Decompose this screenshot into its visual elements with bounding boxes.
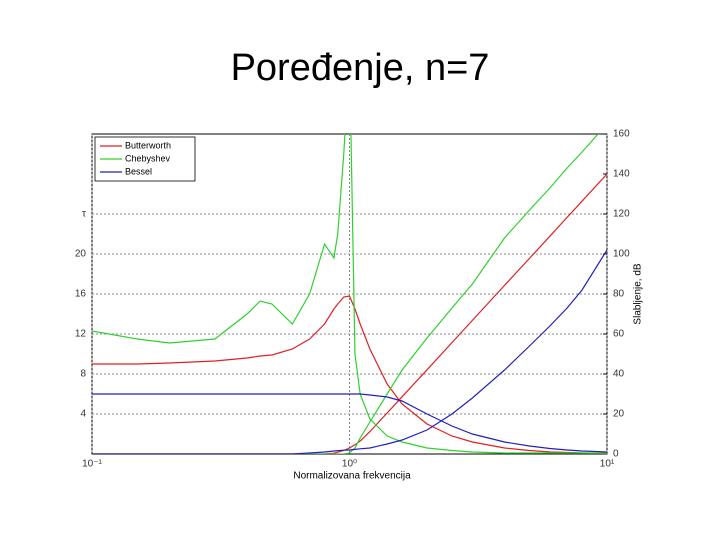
y-tick-label: 20 [75, 249, 87, 260]
y2-tick-label: 40 [613, 369, 625, 380]
y2-tick-label: 120 [613, 209, 630, 220]
legend-label: Chebyshev [125, 153, 171, 163]
legend-label: Bessel [125, 166, 152, 176]
delay-line [92, 393, 607, 453]
slide-title: Poređenje, n=7 [231, 47, 490, 89]
y-tick-label: 8 [80, 369, 86, 380]
y2-tick-label: 0 [613, 449, 619, 460]
x-tick-label: 10⁰ [342, 459, 357, 470]
legend: Butterworth Chebyshev Bessel [94, 136, 196, 182]
y-tick-label: 12 [75, 329, 87, 340]
y2-tick-label: 160 [613, 129, 630, 140]
attenuation-line [92, 249, 607, 454]
legend-label: Butterworth [125, 140, 171, 150]
y2-tick-label: 20 [613, 409, 625, 420]
y-tick-label: 4 [80, 409, 86, 420]
y2-tick-label: 80 [613, 289, 625, 300]
y-tick-label: τ [82, 209, 86, 220]
delay-line [92, 134, 607, 454]
x-tick-label: 10⁻¹ [82, 459, 102, 470]
grid: 10⁻¹ 10⁰ 10¹ 4 8 12 16 20 τ 0 20 40 60 80 100 120 140 160 [75, 129, 630, 470]
y-tick-label: 16 [75, 289, 87, 300]
lines [92, 134, 607, 454]
y2-tick-label: 60 [613, 329, 625, 340]
y2-axis-label: Slabljenje, dB [633, 263, 644, 324]
attenuation-line [92, 173, 607, 454]
x-tick-label: 10¹ [600, 459, 615, 470]
attenuation-line [92, 134, 599, 454]
y2-tick-label: 140 [613, 169, 630, 180]
delay-line [92, 295, 607, 454]
y2-tick-label: 100 [613, 249, 630, 260]
x-axis-label: Normalizovana frekvencija [293, 471, 411, 482]
